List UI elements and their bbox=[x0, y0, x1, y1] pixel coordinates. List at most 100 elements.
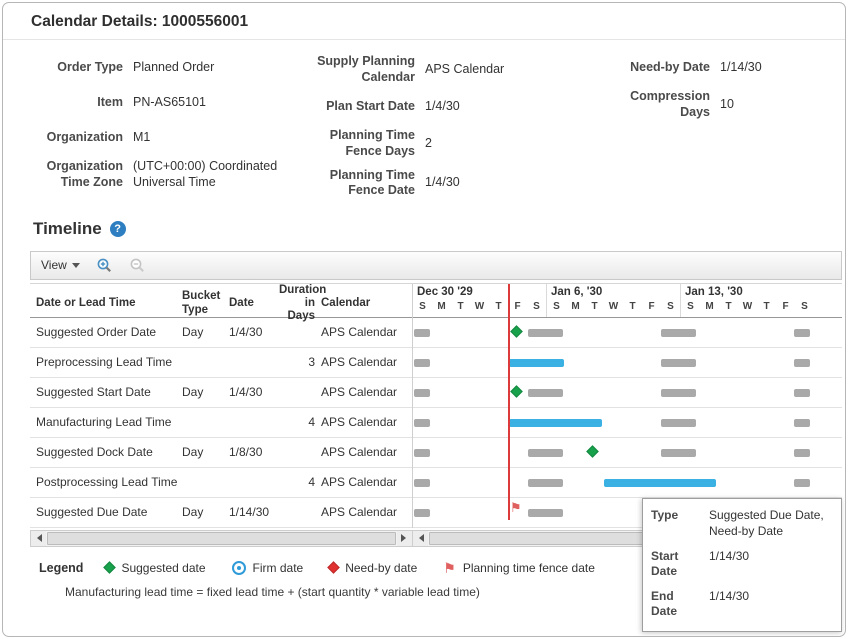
gantt-nonworking-bar bbox=[794, 448, 810, 457]
magnifier-minus-icon bbox=[130, 258, 144, 272]
cell-date-or-lead-time: Preprocessing Lead Time bbox=[36, 355, 173, 370]
gantt-row[interactable] bbox=[413, 438, 842, 468]
cell-bucket-type: Day bbox=[182, 385, 204, 400]
gantt-nonworking-bar bbox=[414, 328, 430, 337]
scroll-left-arrow[interactable] bbox=[413, 530, 428, 546]
cell-date-or-lead-time: Postprocessing Lead Time bbox=[36, 475, 178, 490]
legend-item-label: Suggested date bbox=[121, 560, 206, 575]
gantt-nonworking-bar bbox=[414, 448, 430, 457]
gantt-nonworking-bar bbox=[528, 448, 563, 457]
cell-date: 1/4/30 bbox=[229, 385, 263, 400]
gantt-nonworking-bar bbox=[794, 388, 810, 397]
scrollbar-thumb[interactable] bbox=[47, 531, 396, 545]
field-label: Plan Start Date bbox=[326, 98, 415, 113]
week-group: Dec 30 '29 S M T W T F S bbox=[413, 284, 546, 317]
suggested-date-marker[interactable] bbox=[510, 384, 523, 398]
cell-bucket-type: Day bbox=[182, 445, 204, 460]
gantt-nonworking-bar bbox=[414, 508, 430, 517]
table-row[interactable]: Suggested Due Date Day 1/14/30 APS Calendar bbox=[30, 498, 412, 528]
suggested-date-marker[interactable] bbox=[510, 324, 523, 338]
table-row[interactable]: Preprocessing Lead Time 3 APS Calendar bbox=[30, 348, 412, 378]
table-header-row: Date or Lead Time Bucket Type Date Durat… bbox=[30, 284, 412, 322]
view-menu-button[interactable]: View bbox=[41, 258, 80, 272]
cell-date: 1/14/30 bbox=[229, 505, 270, 520]
day-header-cell: T bbox=[591, 300, 598, 312]
legend-item-label: Need-by date bbox=[345, 560, 418, 575]
day-header-cell: M bbox=[437, 300, 446, 312]
day-header-cell: T bbox=[725, 300, 732, 312]
table-row[interactable]: Suggested Start Date Day 1/4/30 APS Calenda… bbox=[30, 378, 412, 408]
right-triangle-icon bbox=[401, 534, 410, 543]
cell-date-or-lead-time: Suggested Start Date bbox=[36, 385, 151, 400]
legend-item: Need-by date bbox=[327, 560, 418, 575]
help-icon[interactable]: ? bbox=[109, 220, 126, 237]
gantt-tooltip: Type Suggested Due Date, Need-by Date Star… bbox=[642, 498, 842, 632]
cell-date-or-lead-time: Manufacturing Lead Time bbox=[36, 415, 172, 430]
tooltip-row: End Date 1/14/30 bbox=[651, 589, 833, 620]
gantt-nonworking-bar bbox=[661, 328, 696, 337]
table-row[interactable]: Suggested Dock Date Day 1/8/30 APS Calendar bbox=[30, 438, 412, 468]
scroll-left-arrow[interactable] bbox=[31, 530, 46, 546]
legend: Legend Suggested date Firm date Need-by da… bbox=[39, 560, 845, 575]
planning-fence-flag-marker[interactable]: ⚑ bbox=[510, 499, 522, 515]
field-label: Supply Planning Calendar bbox=[317, 54, 415, 84]
detail-field: Plan Start Date 1/4/30 bbox=[310, 89, 560, 124]
gantt-row[interactable] bbox=[413, 318, 842, 348]
week-group: Jan 13, '30 S M T W T F S bbox=[680, 283, 814, 317]
day-header-cell: S bbox=[419, 300, 426, 312]
tooltip-label: Type bbox=[651, 508, 679, 523]
field-label: Planning Time Fence Days bbox=[329, 128, 415, 158]
detail-field: Need-by Date 1/14/30 bbox=[600, 50, 815, 85]
detail-field: Order Type Planned Order bbox=[33, 50, 298, 85]
gantt-nonworking-bar bbox=[794, 328, 810, 337]
gantt-nonworking-bar bbox=[414, 418, 430, 427]
table-row[interactable]: Suggested Order Date Day 1/4/30 APS Calenda… bbox=[30, 318, 412, 348]
table-horizontal-scrollbar bbox=[30, 529, 413, 547]
field-label: Order Type bbox=[57, 59, 123, 74]
column-header-duration: Duration in Days bbox=[279, 283, 327, 323]
gantt-row[interactable] bbox=[413, 468, 842, 498]
gantt-row[interactable] bbox=[413, 408, 842, 438]
gantt-row[interactable] bbox=[413, 348, 842, 378]
view-menu-label: View bbox=[41, 258, 67, 273]
zoom-out-button[interactable] bbox=[129, 257, 146, 274]
planning-time-fence-line bbox=[508, 283, 510, 520]
day-header-cell: M bbox=[705, 300, 714, 312]
gantt-lead-time-bar[interactable] bbox=[509, 418, 602, 427]
detail-field: Item PN-AS65101 bbox=[33, 85, 298, 120]
chevron-down-icon bbox=[71, 262, 80, 272]
gantt-row[interactable] bbox=[413, 378, 842, 408]
field-value: 1/4/30 bbox=[425, 98, 460, 113]
gantt-list-pane: Date or Lead Time Bucket Type Date Durat… bbox=[30, 283, 413, 528]
legend-item-label: Planning time fence date bbox=[462, 560, 595, 575]
zoom-in-button[interactable] bbox=[96, 257, 113, 274]
day-header-cell: S bbox=[687, 300, 694, 312]
gantt-nonworking-bar bbox=[528, 388, 563, 397]
gantt-nonworking-bar bbox=[661, 448, 696, 457]
gantt-nonworking-bar bbox=[414, 478, 430, 487]
day-header-cell: S bbox=[667, 300, 674, 312]
table-row[interactable]: Postprocessing Lead Time 4 APS Calendar bbox=[30, 468, 412, 498]
legend-item: Firm date bbox=[231, 560, 303, 575]
field-label: Organization bbox=[46, 129, 123, 144]
cell-date-or-lead-time: Suggested Due Date bbox=[36, 505, 148, 520]
table-row[interactable]: Manufacturing Lead Time 4 APS Calendar bbox=[30, 408, 412, 438]
legend-title: Legend bbox=[39, 560, 84, 575]
cell-date-or-lead-time: Suggested Dock Date bbox=[36, 445, 153, 460]
cell-date: 1/8/30 bbox=[229, 445, 263, 460]
timeline-heading: Timeline bbox=[33, 218, 102, 238]
week-group: Jan 6, '30 S M T W T F S bbox=[546, 283, 680, 317]
tooltip-row: Type Suggested Due Date, Need-by Date bbox=[651, 508, 833, 539]
gantt-lead-time-bar[interactable] bbox=[509, 358, 564, 367]
suggested-date-marker[interactable] bbox=[586, 444, 599, 458]
scroll-right-arrow[interactable] bbox=[397, 530, 412, 546]
field-value: 1/14/30 bbox=[720, 59, 762, 74]
gantt-lead-time-bar[interactable] bbox=[604, 478, 716, 487]
page-title: Calendar Details: 1000556001 bbox=[31, 13, 249, 30]
order-details-panel: Order Type Planned Order Item PN-AS65101 Org… bbox=[3, 40, 845, 205]
detail-field: Supply Planning Calendar APS Calendar bbox=[310, 50, 560, 89]
details-column-1: Order Type Planned Order Item PN-AS65101 Org… bbox=[33, 50, 298, 203]
gantt-nonworking-bar bbox=[414, 388, 430, 397]
